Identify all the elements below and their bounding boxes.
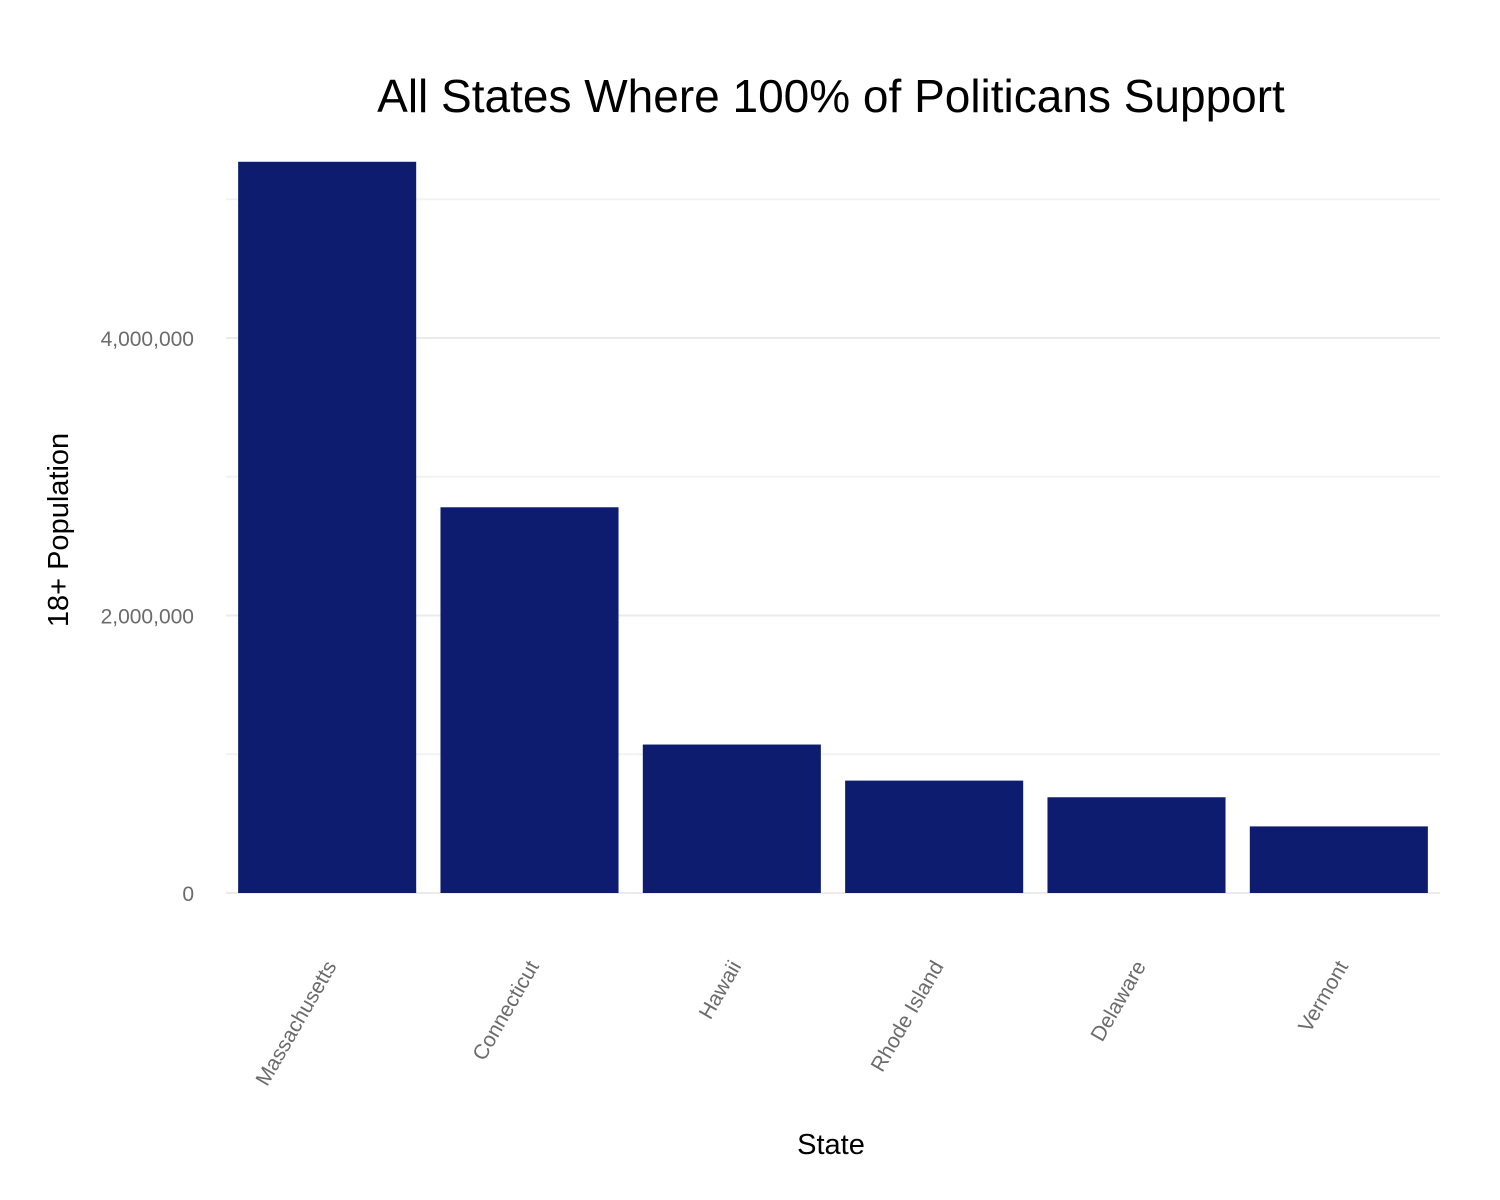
bar-rhode-island xyxy=(845,780,1024,893)
x-tick-label: Vermont xyxy=(1294,957,1353,1036)
x-tick-label: Connecticut xyxy=(468,957,543,1065)
x-axis-title: State xyxy=(797,1129,865,1161)
y-axis-ticks: 0 2,000,000 4,000,000 xyxy=(101,328,194,906)
y-tick-label: 0 xyxy=(182,883,194,906)
chart-title: All States Where 100% of Politicans Supp… xyxy=(377,70,1285,122)
x-tick-label: Massachusetts xyxy=(252,957,342,1090)
bars xyxy=(238,161,1428,894)
gridlines xyxy=(226,198,1440,894)
bar-hawaii xyxy=(642,744,821,893)
bar-connecticut xyxy=(440,507,619,893)
y-tick-label: 4,000,000 xyxy=(101,328,194,351)
bar-delaware xyxy=(1047,797,1226,893)
bar-vermont xyxy=(1249,826,1428,893)
x-tick-label: Delaware xyxy=(1087,957,1151,1045)
y-axis-title: 18+ Population xyxy=(43,433,75,627)
bar-massachusetts xyxy=(238,161,417,894)
x-axis-ticks: Massachusetts Connecticut Hawaii Rhode Isla… xyxy=(252,957,1354,1090)
x-tick-label: Hawaii xyxy=(695,957,746,1023)
x-tick-label: Rhode Island xyxy=(867,957,949,1076)
y-tick-label: 2,000,000 xyxy=(101,606,194,629)
